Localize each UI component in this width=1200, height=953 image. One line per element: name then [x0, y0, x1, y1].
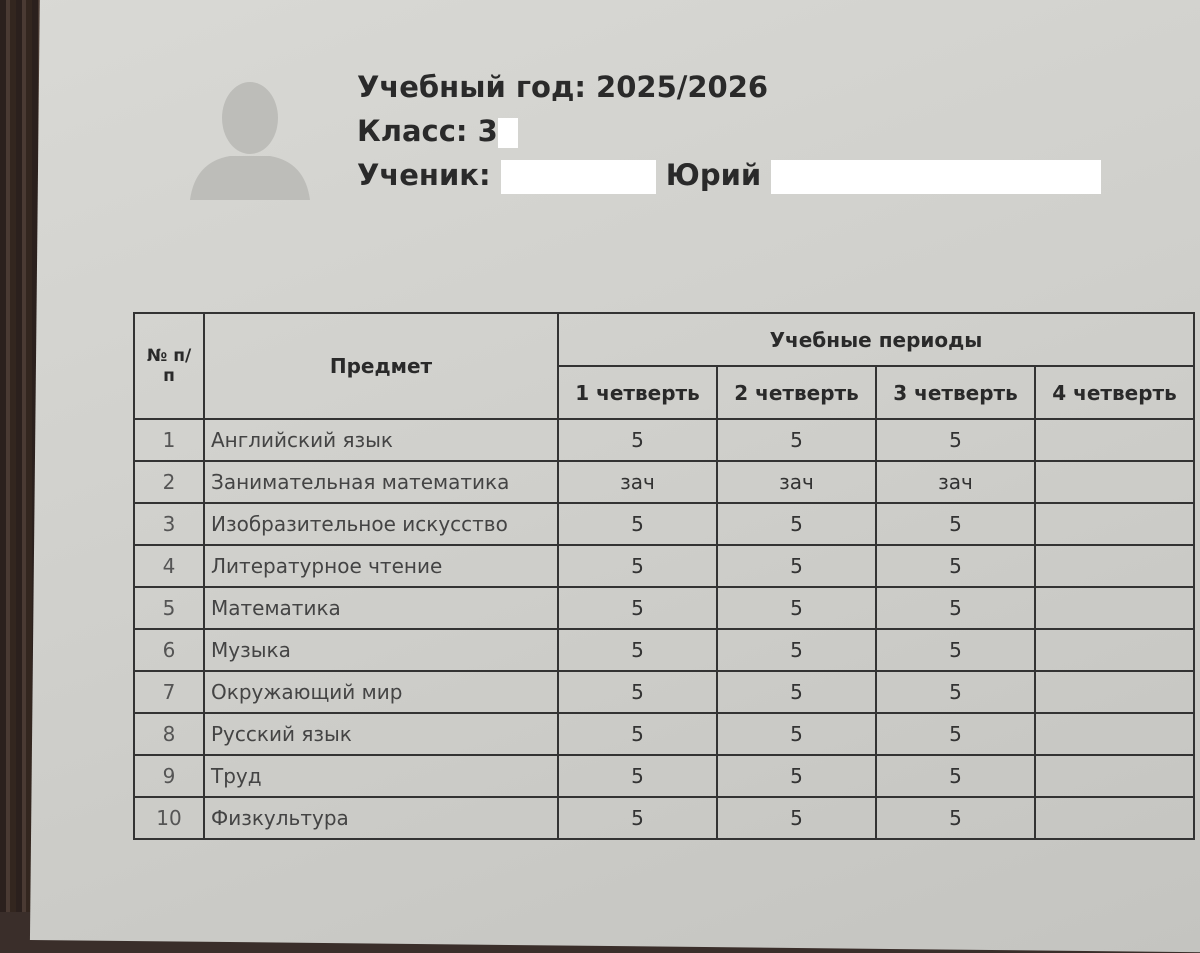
- avatar-silhouette-icon: [190, 82, 310, 200]
- grade-cell: 5: [716, 544, 877, 588]
- subject-name: Окружающий мир: [203, 670, 559, 714]
- grade-cell: [1034, 754, 1195, 798]
- grade-cell: зач: [875, 460, 1036, 504]
- grade-cell: 5: [716, 670, 877, 714]
- grade-cell: [1034, 586, 1195, 630]
- grades-table: № п/п Предмет Учебные периоды 1 четверть 2 …: [133, 312, 1195, 840]
- grade-cell: 5: [716, 796, 877, 840]
- row-number: 1: [133, 418, 205, 462]
- grade-cell: 5: [557, 796, 718, 840]
- grade-cell: 5: [875, 418, 1036, 462]
- row-number: 6: [133, 628, 205, 672]
- subject-name: Литературное чтение: [203, 544, 559, 588]
- subject-name: Труд: [203, 754, 559, 798]
- grade-cell: 5: [557, 628, 718, 672]
- row-number: 5: [133, 586, 205, 630]
- grade-cell: зач: [716, 460, 877, 504]
- col-periods-header: Учебные периоды: [557, 312, 1195, 367]
- student-first-name: Юрий: [665, 158, 762, 192]
- table-row: 9 Труд 5 5 5: [133, 754, 1195, 798]
- grade-cell: 5: [875, 502, 1036, 546]
- row-number: 2: [133, 460, 205, 504]
- table-row: 4 Литературное чтение 5 5 5: [133, 544, 1195, 588]
- grade-cell: 5: [557, 418, 718, 462]
- period-header: 2 четверть: [716, 365, 877, 420]
- table-row: 8 Русский язык 5 5 5: [133, 712, 1195, 756]
- subject-name: Изобразительное искусство: [203, 502, 559, 546]
- grade-cell: 5: [875, 586, 1036, 630]
- grade-cell: 5: [875, 754, 1036, 798]
- subject-name: Английский язык: [203, 418, 559, 462]
- grade-cell: 5: [557, 754, 718, 798]
- grade-cell: 5: [557, 712, 718, 756]
- table-row: 3 Изобразительное искусство 5 5 5: [133, 502, 1195, 546]
- student-label: Ученик:: [357, 158, 491, 192]
- redaction: [500, 160, 656, 194]
- row-number: 8: [133, 712, 205, 756]
- grade-cell: зач: [557, 460, 718, 504]
- grade-cell: [1034, 460, 1195, 504]
- grade-cell: 5: [875, 670, 1036, 714]
- period-header: 4 четверть: [1034, 365, 1195, 420]
- grade-cell: 5: [875, 544, 1036, 588]
- subject-name: Физкультура: [203, 796, 559, 840]
- class-label: Класс: 3: [357, 114, 498, 148]
- col-num-header: № п/п: [133, 312, 205, 420]
- redaction: [497, 118, 518, 148]
- row-number: 3: [133, 502, 205, 546]
- grade-cell: 5: [557, 502, 718, 546]
- grade-cell: [1034, 796, 1195, 840]
- subject-name: Занимательная математика: [203, 460, 559, 504]
- grade-cell: 5: [557, 544, 718, 588]
- table-row: 7 Окружающий мир 5 5 5: [133, 670, 1195, 714]
- grade-cell: 5: [557, 670, 718, 714]
- grade-cell: 5: [716, 586, 877, 630]
- grade-cell: [1034, 544, 1195, 588]
- redaction: [771, 160, 1102, 194]
- grade-cell: 5: [716, 628, 877, 672]
- class-line: Класс: 3: [357, 114, 518, 148]
- row-number: 7: [133, 670, 205, 714]
- col-subject-header: Предмет: [203, 312, 559, 420]
- grade-cell: [1034, 628, 1195, 672]
- grade-cell: 5: [716, 712, 877, 756]
- grade-cell: 5: [557, 586, 718, 630]
- school-year: Учебный год: 2025/2026: [357, 70, 769, 104]
- subject-name: Музыка: [203, 628, 559, 672]
- row-number: 10: [133, 796, 205, 840]
- subject-name: Математика: [203, 586, 559, 630]
- table-row: 1 Английский язык 5 5 5: [133, 418, 1195, 462]
- row-number: 9: [133, 754, 205, 798]
- table-row: 5 Математика 5 5 5: [133, 586, 1195, 630]
- grade-cell: 5: [875, 712, 1036, 756]
- student-line: Ученик: Юрий: [357, 158, 1102, 194]
- row-number: 4: [133, 544, 205, 588]
- grade-cell: [1034, 712, 1195, 756]
- grade-cell: [1034, 502, 1195, 546]
- subject-name: Русский язык: [203, 712, 559, 756]
- grade-cell: 5: [716, 502, 877, 546]
- grade-cell: [1034, 418, 1195, 462]
- period-header: 1 четверть: [557, 365, 718, 420]
- grade-cell: 5: [875, 796, 1036, 840]
- grade-cell: 5: [716, 754, 877, 798]
- table-row: 10 Физкультура 5 5 5: [133, 796, 1195, 840]
- period-header: 3 четверть: [875, 365, 1036, 420]
- grade-cell: 5: [716, 418, 877, 462]
- table-row: 2 Занимательная математика зач зач зач: [133, 460, 1195, 504]
- grade-cell: 5: [875, 628, 1036, 672]
- grade-cell: [1034, 670, 1195, 714]
- table-row: 6 Музыка 5 5 5: [133, 628, 1195, 672]
